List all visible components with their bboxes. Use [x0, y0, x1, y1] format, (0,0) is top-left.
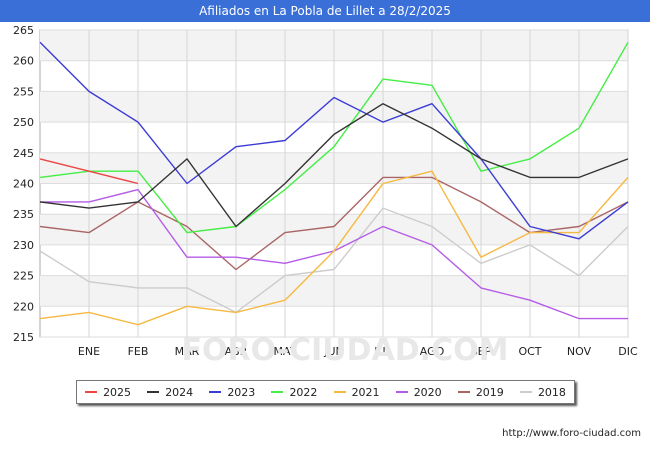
legend-swatch	[209, 391, 222, 393]
y-tick-label: 225	[13, 270, 34, 283]
y-tick-label: 265	[13, 24, 34, 37]
legend: 2025 2024 2023 2022 2021 2020 2019 2018	[76, 380, 575, 404]
y-tick-label: 235	[13, 208, 34, 221]
y-tick-label: 215	[13, 331, 34, 344]
grid-lines	[40, 29, 629, 338]
legend-label: 2018	[537, 385, 566, 399]
x-tick-label: FEB	[128, 345, 149, 358]
x-tick-label: OCT	[518, 345, 541, 358]
x-tick-label: ENE	[78, 345, 100, 358]
y-tick-label: 260	[13, 55, 34, 68]
x-tick-label: JUL	[373, 345, 392, 358]
y-tick-label: 220	[13, 300, 34, 313]
legend-item-2020: 2020	[395, 385, 442, 399]
legend-item-2018: 2018	[519, 385, 566, 399]
y-tick-label: 240	[13, 178, 34, 191]
x-tick-label: SEP	[471, 345, 492, 358]
x-tick-label: MAR	[175, 345, 200, 358]
series-line-2023	[39, 41, 629, 240]
legend-item-2023: 2023	[209, 386, 255, 399]
legend-swatch	[147, 391, 160, 393]
legend-item-2019: 2019	[457, 385, 504, 399]
legend-swatch	[395, 391, 408, 393]
chart-title: Afiliados en La Pobla de Lillet a 28/2/2…	[0, 0, 650, 22]
legend-item-2022: 2022	[271, 386, 317, 399]
legend-swatch	[333, 391, 346, 393]
series-line-2022	[39, 41, 629, 234]
y-tick-label: 230	[13, 239, 34, 252]
legend-label: 2020	[413, 385, 442, 399]
legend-label: 2021	[351, 385, 380, 399]
y-tick-label: 250	[13, 116, 34, 129]
series-line-2024	[39, 102, 629, 228]
series-line-2021	[39, 170, 629, 326]
footer-url: http://www.foro-ciudad.com	[502, 428, 641, 439]
legend-swatch	[271, 391, 284, 393]
x-tick-label: NOV	[567, 345, 592, 358]
x-tick-label: JUN	[323, 345, 344, 358]
legend-label: 2023	[227, 385, 256, 399]
legend-swatch	[457, 391, 470, 393]
legend-label: 2025	[103, 385, 132, 399]
legend-item-2025: 2025	[85, 386, 131, 399]
legend-label: 2024	[165, 385, 194, 399]
legend-item-2021: 2021	[333, 385, 380, 399]
x-tick-label: AGO	[420, 345, 445, 358]
x-tick-label: ABR	[225, 345, 248, 358]
legend-label: 2022	[289, 385, 318, 399]
y-tick-label: 255	[13, 85, 34, 98]
axis-ticks: 215 220 225 230 235 240 245 250 255 260 265 ENE FEB M…	[13, 24, 638, 358]
series-line-2025	[39, 158, 139, 185]
legend-label: 2019	[475, 385, 504, 399]
watermark: FORO-CIUDAD.COM	[182, 333, 509, 368]
series-layer	[39, 41, 629, 326]
x-tick-label: DIC	[618, 345, 638, 358]
series-line-2018	[39, 207, 629, 314]
legend-swatch	[85, 391, 98, 393]
legend-swatch	[519, 391, 532, 393]
y-tick-label: 245	[13, 147, 34, 160]
legend-item-2024: 2024	[147, 386, 193, 399]
x-tick-label: MAY	[274, 345, 297, 358]
